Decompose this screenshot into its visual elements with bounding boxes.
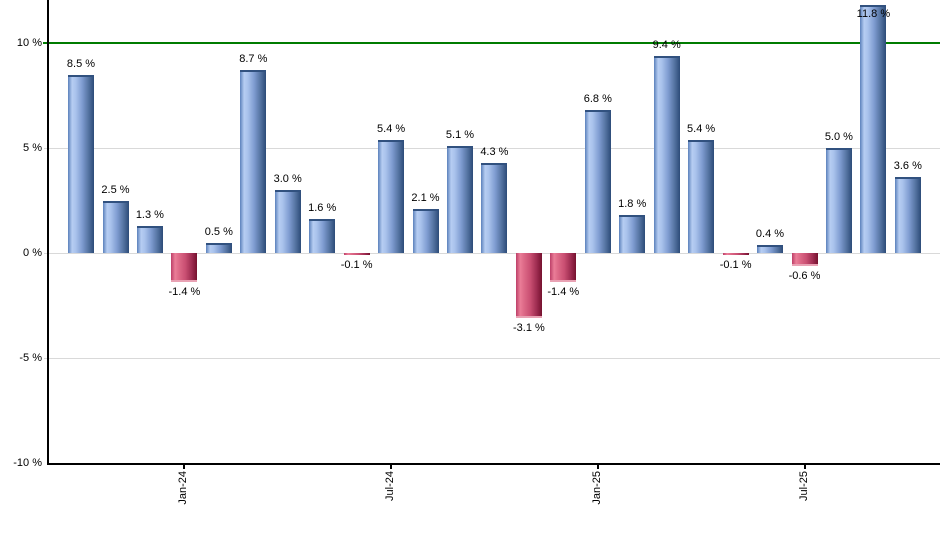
bar-value-label: 2.5 % xyxy=(101,183,130,196)
bar-value-label: 5.4 % xyxy=(687,122,716,135)
bar-19[interactable] xyxy=(722,253,749,256)
bar-value-label: 5.4 % xyxy=(377,122,406,135)
x-tick-label: Jul-24 xyxy=(384,471,397,501)
y-tick-label: -5 % xyxy=(19,351,42,364)
y-tick-label: 5 % xyxy=(23,141,42,154)
x-tick-label: Jul-25 xyxy=(797,471,810,501)
bar-value-label: -3.1 % xyxy=(512,322,545,335)
bar-value-label: 2.1 % xyxy=(411,191,440,204)
bar-value-label: 8.7 % xyxy=(239,53,268,66)
x-tick-mark xyxy=(390,463,393,469)
bar-value-label: 11.8 % xyxy=(856,8,891,20)
bar-23[interactable] xyxy=(860,5,887,253)
gridline-0pct xyxy=(44,253,940,254)
bar-value-label: 5.1 % xyxy=(445,128,475,141)
bar-18[interactable] xyxy=(688,139,715,253)
x-tick-label: Jan-25 xyxy=(590,471,603,505)
y-tick-label: 0 % xyxy=(23,246,42,259)
y-tick-label: 10 % xyxy=(16,36,42,49)
bar-17[interactable] xyxy=(653,55,680,253)
x-tick-mark xyxy=(596,463,599,469)
bar-value-label: 0.5 % xyxy=(204,225,233,238)
x-tick-label: Jan-24 xyxy=(177,471,190,505)
bar-11[interactable] xyxy=(447,145,473,253)
bar-24[interactable] xyxy=(894,177,921,253)
bar-value-label: -1.4 % xyxy=(168,286,201,299)
bar-6[interactable] xyxy=(274,190,301,253)
x-axis-line xyxy=(47,463,940,465)
gridline--5pct xyxy=(44,358,940,359)
bar-14[interactable] xyxy=(550,253,577,283)
bar-13[interactable] xyxy=(515,253,542,319)
bar-0[interactable] xyxy=(68,74,94,253)
bar-7[interactable] xyxy=(309,219,336,253)
bar-8[interactable] xyxy=(343,253,370,256)
bar-22[interactable] xyxy=(825,148,852,253)
bar-value-label: -0.1 % xyxy=(340,259,373,272)
bar-value-label: -0.1 % xyxy=(719,259,752,272)
bar-2[interactable] xyxy=(136,225,163,253)
bar-15[interactable] xyxy=(584,110,611,253)
reference-line-10pct xyxy=(43,42,940,44)
bar-1[interactable] xyxy=(102,200,129,253)
bar-16[interactable] xyxy=(619,215,646,253)
bar-4[interactable] xyxy=(205,242,232,253)
bar-value-label: 1.3 % xyxy=(135,208,164,221)
bar-value-label: 8.5 % xyxy=(66,57,96,70)
gridline-5pct xyxy=(44,148,940,149)
bar-10[interactable] xyxy=(412,208,439,253)
bar-20[interactable] xyxy=(757,244,783,253)
bar-value-label: 0.4 % xyxy=(755,227,785,240)
bar-value-label: 1.8 % xyxy=(618,198,647,211)
bar-3[interactable] xyxy=(171,253,198,283)
bar-value-label: 6.8 % xyxy=(583,93,612,106)
y-tick-label: -10 % xyxy=(13,456,42,469)
bar-value-label: 4.3 % xyxy=(480,145,509,158)
x-tick-mark xyxy=(803,463,806,469)
bar-value-label: 1.6 % xyxy=(308,202,337,215)
y-axis-line xyxy=(47,0,49,465)
bar-value-label: 3.6 % xyxy=(893,160,922,173)
bar-value-label: 9.4 % xyxy=(652,38,681,51)
x-tick-mark xyxy=(183,463,186,469)
bar-9[interactable] xyxy=(378,139,405,253)
bar-21[interactable] xyxy=(791,253,818,266)
bar-value-label: -0.6 % xyxy=(788,269,821,282)
bar-5[interactable] xyxy=(240,70,267,253)
bar-value-label: -1.4 % xyxy=(547,286,580,299)
bar-value-label: 5.0 % xyxy=(824,131,853,143)
bar-12[interactable] xyxy=(481,162,508,253)
bar-value-label: 3.0 % xyxy=(273,173,302,185)
